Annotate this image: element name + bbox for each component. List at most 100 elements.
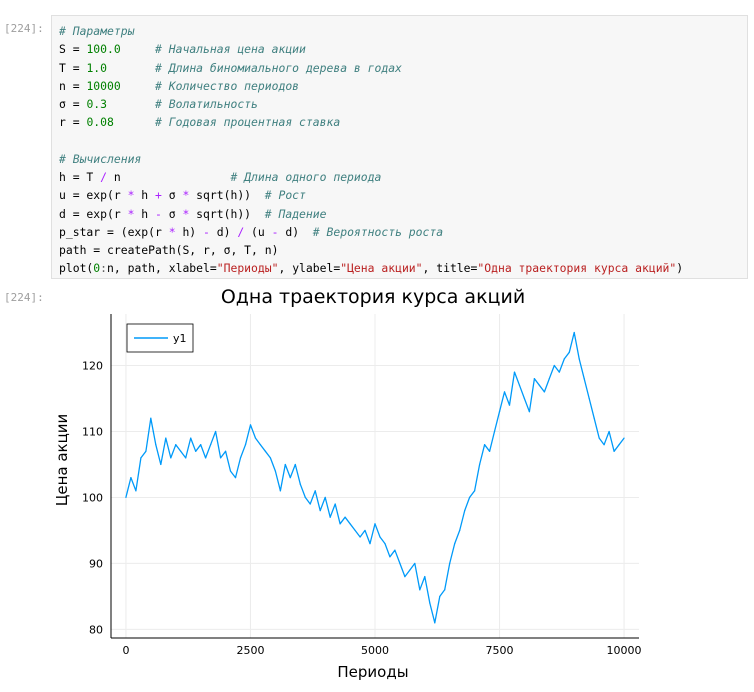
data-point bbox=[528, 411, 531, 413]
data-point bbox=[299, 483, 301, 485]
data-point bbox=[359, 536, 361, 538]
data-point bbox=[533, 378, 535, 380]
code-cell[interactable]: # Параметры S = 100.0 # Начальная цена ак… bbox=[51, 15, 748, 279]
data-point bbox=[145, 450, 147, 452]
y-tick-label: 120 bbox=[82, 359, 103, 372]
code-line: S = 100.0 # Начальная цена акции bbox=[59, 42, 306, 57]
tick-labels: 0 2500 5000 7500 10000 80 90 100 110 120 bbox=[82, 359, 642, 657]
plot-lines bbox=[125, 331, 625, 624]
data-point bbox=[259, 444, 262, 446]
data-point bbox=[314, 490, 316, 492]
data-point bbox=[538, 384, 540, 386]
data-point bbox=[130, 477, 132, 479]
data-point bbox=[224, 450, 227, 452]
y-axis-label: Цена акции bbox=[53, 414, 71, 507]
y-tick-label: 100 bbox=[82, 491, 103, 504]
data-point bbox=[419, 589, 421, 591]
data-point bbox=[329, 516, 331, 518]
data-point bbox=[459, 529, 461, 532]
code-line: p_star = (exp(r * h) - d) / (u - d) # Ве… bbox=[59, 224, 444, 239]
data-point bbox=[434, 622, 436, 624]
data-point bbox=[319, 510, 321, 512]
data-point bbox=[493, 430, 496, 433]
code-line: # Вычисления bbox=[59, 151, 142, 166]
legend: y1 bbox=[126, 323, 194, 353]
plot-output: Одна траектория курса акций 0 2500 5000 750… bbox=[53, 286, 642, 681]
data-point bbox=[160, 463, 162, 466]
data-point bbox=[449, 562, 451, 565]
data-point bbox=[479, 463, 481, 466]
data-point bbox=[573, 331, 575, 334]
data-point bbox=[588, 397, 590, 400]
data-point bbox=[229, 470, 232, 472]
data-point bbox=[165, 437, 167, 439]
code-line bbox=[59, 132, 683, 150]
code-line: d = exp(r * h - σ * sqrt(h)) # Падение bbox=[59, 206, 327, 221]
data-point bbox=[210, 444, 212, 446]
data-point bbox=[399, 562, 401, 565]
data-point bbox=[523, 397, 526, 400]
data-point bbox=[354, 529, 356, 532]
code-editor[interactable]: # Параметры S = 100.0 # Начальная цена ак… bbox=[59, 22, 683, 278]
data-point bbox=[513, 371, 516, 373]
data-point bbox=[498, 411, 501, 413]
data-point bbox=[125, 496, 127, 499]
data-point bbox=[195, 450, 197, 452]
code-line: T = 1.0 # Длина биномиального дерева в г… bbox=[59, 60, 402, 75]
data-point bbox=[304, 496, 306, 499]
x-tick-label: 7500 bbox=[486, 644, 514, 657]
data-point bbox=[140, 457, 142, 459]
data-point bbox=[548, 378, 550, 380]
code-line: u = exp(r * h + σ * sqrt(h)) # Рост bbox=[59, 188, 306, 203]
data-point bbox=[543, 391, 545, 393]
data-point bbox=[150, 417, 152, 419]
data-point bbox=[503, 391, 506, 393]
data-point bbox=[623, 437, 625, 439]
x-tick-label: 2500 bbox=[236, 644, 264, 657]
data-point bbox=[135, 490, 137, 492]
data-point bbox=[205, 457, 207, 459]
data-point bbox=[244, 444, 247, 446]
data-point bbox=[593, 417, 595, 419]
data-point bbox=[508, 404, 511, 406]
data-point bbox=[568, 351, 570, 353]
data-point bbox=[518, 384, 521, 386]
data-point bbox=[464, 510, 466, 512]
data-point bbox=[334, 503, 336, 505]
data-point bbox=[239, 457, 242, 459]
data-point bbox=[249, 424, 252, 426]
code-line: plot(0:n, path, xlabel="Периоды", ylabel… bbox=[59, 261, 684, 276]
data-point bbox=[558, 371, 560, 373]
data-point bbox=[264, 450, 267, 452]
data-point bbox=[598, 437, 600, 439]
data-point bbox=[200, 444, 202, 446]
data-point bbox=[294, 463, 296, 466]
data-point bbox=[170, 457, 172, 459]
x-tick-label: 10000 bbox=[607, 644, 642, 657]
x-tick-label: 5000 bbox=[361, 644, 389, 657]
data-point bbox=[185, 457, 187, 459]
data-point bbox=[254, 437, 257, 439]
data-point bbox=[219, 457, 222, 459]
data-point bbox=[234, 477, 237, 479]
data-point bbox=[474, 490, 476, 492]
y-tick-label: 80 bbox=[89, 623, 103, 636]
code-line: h = T / n # Длина одного периода bbox=[59, 170, 382, 184]
data-point bbox=[429, 602, 431, 604]
data-point bbox=[488, 450, 491, 452]
data-point bbox=[369, 543, 371, 545]
data-point bbox=[483, 444, 486, 446]
data-point bbox=[414, 562, 416, 565]
data-point bbox=[339, 523, 341, 525]
data-point bbox=[389, 556, 391, 558]
data-point bbox=[274, 470, 276, 472]
data-point bbox=[152, 430, 154, 433]
data-point bbox=[454, 543, 456, 545]
data-point bbox=[284, 463, 286, 466]
y-tick-label: 90 bbox=[89, 557, 103, 570]
data-point bbox=[279, 490, 281, 492]
data-point bbox=[344, 516, 346, 518]
code-line: path = createPath(S, r, σ, T, n) bbox=[59, 243, 279, 257]
data-point bbox=[349, 523, 351, 525]
input-prompt: [224]: bbox=[4, 22, 44, 35]
